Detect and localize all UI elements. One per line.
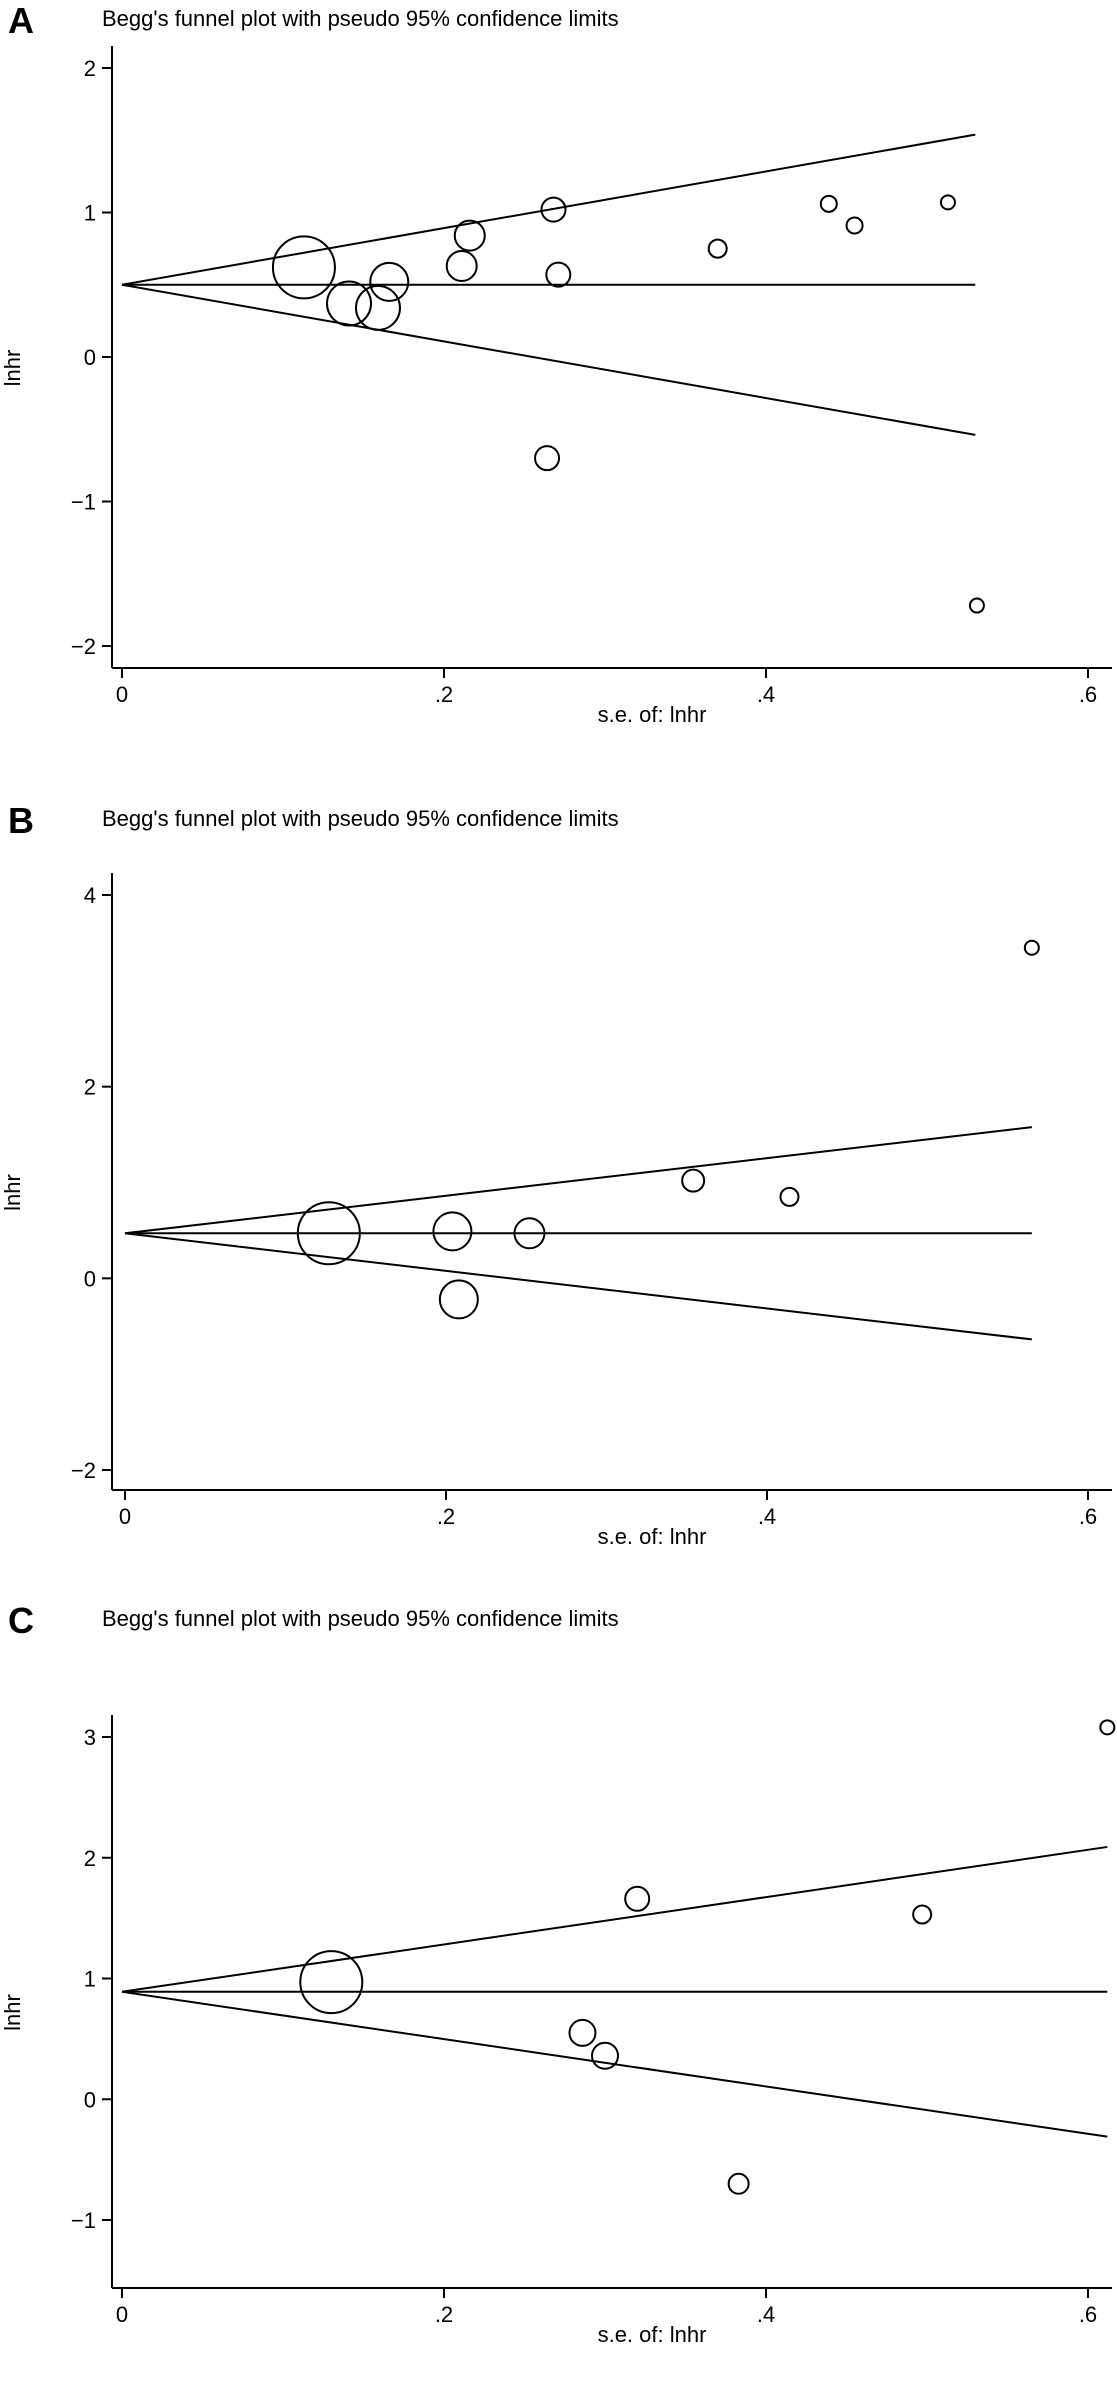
y-tick-label: −2 — [71, 634, 96, 659]
study-point — [354, 284, 401, 331]
y-tick-label: 4 — [84, 883, 96, 908]
study-point — [513, 1217, 546, 1250]
study-point — [299, 1950, 364, 2015]
funnel-plot-panel-a: A Begg's funnel plot with pseudo 95% con… — [0, 0, 1117, 790]
plot-title: Begg's funnel plot with pseudo 95% confi… — [102, 1606, 619, 1631]
study-point — [845, 216, 864, 235]
lower-confidence-limit-line — [124, 1232, 1032, 1341]
x-tick-label: .2 — [435, 2302, 453, 2327]
y-axis-title: lnhr — [0, 350, 25, 387]
study-point — [568, 2018, 597, 2047]
funnel-plot-panel-c: C Begg's funnel plot with pseudo 95% con… — [0, 1600, 1117, 2390]
x-axis-title: s.e. of: lnhr — [598, 1524, 707, 1549]
y-tick-label: 1 — [84, 1967, 96, 1992]
study-point — [534, 445, 561, 472]
study-point — [369, 261, 410, 302]
study-point — [432, 1211, 473, 1252]
x-tick-label: .6 — [1079, 1504, 1097, 1529]
y-tick-label: 0 — [84, 1266, 96, 1291]
study-point — [939, 194, 956, 211]
x-tick-label: .6 — [1079, 682, 1097, 707]
study-point — [296, 1201, 361, 1266]
funnel-plot-svg: 3 2 1 0 −1 0 .2 .4 .6 s.e. of: lnhr lnhr — [0, 1715, 1116, 2347]
x-tick-label: 0 — [116, 2302, 128, 2327]
y-tick-label: 2 — [84, 1075, 96, 1100]
study-point — [1099, 1719, 1116, 1736]
upper-confidence-limit-line — [121, 133, 976, 286]
upper-confidence-limit-line — [121, 1845, 1108, 1993]
y-tick-label: −1 — [71, 490, 96, 515]
plot-title: Begg's funnel plot with pseudo 95% confi… — [102, 6, 619, 31]
study-point — [271, 235, 336, 300]
study-point — [912, 1904, 933, 1925]
study-point — [624, 1885, 651, 1912]
study-point — [591, 2041, 619, 2070]
study-point — [681, 1168, 706, 1193]
study-point — [545, 261, 572, 288]
plot-title: Begg's funnel plot with pseudo 95% confi… — [102, 806, 619, 831]
x-tick-label: .2 — [437, 1504, 455, 1529]
study-point — [540, 196, 567, 223]
panel-letter: B — [8, 800, 34, 841]
x-axis-title: s.e. of: lnhr — [598, 2322, 707, 2347]
x-tick-label: .4 — [757, 682, 775, 707]
funnel-plot-panel-b: B Begg's funnel plot with pseudo 95% con… — [0, 800, 1117, 1590]
y-tick-label: 0 — [84, 345, 96, 370]
study-point — [707, 238, 728, 259]
x-tick-label: .6 — [1079, 2302, 1097, 2327]
study-point — [326, 280, 373, 327]
study-point — [445, 249, 478, 282]
y-tick-label: 3 — [84, 1725, 96, 1750]
study-point — [727, 2172, 750, 2195]
lower-confidence-limit-line — [121, 283, 976, 436]
funnel-plot-svg: 2 1 0 −1 −2 0 .2 .4 .6 s.e. of: lnhr lnhr — [0, 46, 1112, 727]
panel-letter: A — [8, 0, 34, 41]
x-tick-label: 0 — [119, 1504, 131, 1529]
y-tick-label: 0 — [84, 2087, 96, 2112]
y-axis-title: lnhr — [0, 1174, 25, 1211]
x-tick-label: .2 — [435, 682, 453, 707]
y-tick-label: 1 — [84, 201, 96, 226]
x-axis-title: s.e. of: lnhr — [598, 702, 707, 727]
x-tick-label: .4 — [757, 2302, 775, 2327]
study-point — [453, 219, 486, 252]
y-tick-label: −2 — [71, 1458, 96, 1483]
study-point — [1023, 939, 1040, 956]
x-tick-label: 0 — [116, 682, 128, 707]
study-point — [819, 194, 838, 213]
y-axis-title: lnhr — [0, 1994, 25, 2031]
study-point — [968, 597, 985, 614]
y-tick-label: 2 — [84, 1846, 96, 1871]
study-point — [779, 1186, 800, 1207]
panel-letter: C — [8, 1600, 34, 1641]
funnel-plot-svg: 4 2 0 −2 0 .2 .4 .6 s.e. of: lnhr lnhr — [0, 873, 1112, 1549]
y-tick-label: 2 — [84, 56, 96, 81]
upper-confidence-limit-line — [124, 1126, 1032, 1235]
x-tick-label: .4 — [758, 1504, 776, 1529]
study-point — [438, 1279, 479, 1320]
y-tick-label: −1 — [71, 2208, 96, 2233]
